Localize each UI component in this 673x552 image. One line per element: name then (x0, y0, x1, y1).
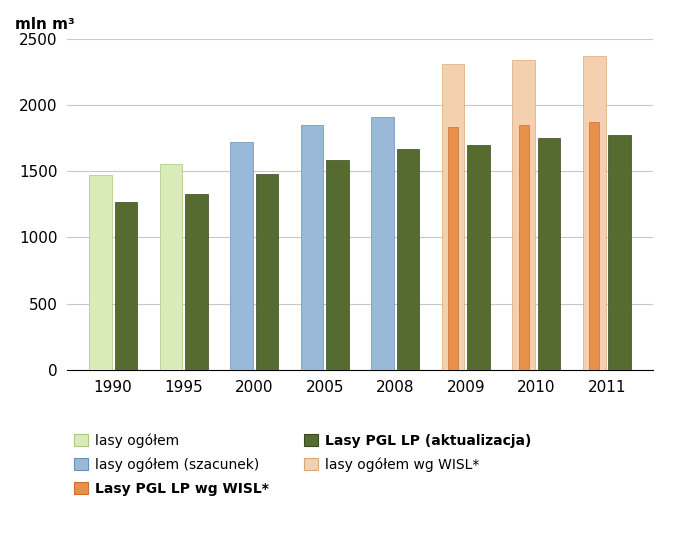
Bar (583, 56, 606, 370)
Bar (230, 142, 253, 370)
Bar (442, 65, 464, 370)
Bar (256, 174, 278, 370)
Bar (397, 149, 419, 370)
Bar (608, 135, 631, 370)
Bar (519, 125, 529, 370)
Bar (301, 125, 323, 370)
Bar (512, 61, 535, 370)
Bar (371, 117, 394, 370)
Bar (114, 201, 137, 370)
Bar (326, 160, 349, 370)
Bar (160, 164, 182, 370)
Bar (448, 128, 458, 370)
Bar (589, 122, 600, 370)
Text: mln m³: mln m³ (15, 17, 74, 32)
Bar (89, 175, 112, 370)
Bar (467, 145, 490, 370)
Legend: lasy ogółem, lasy ogółem (szacunek), Lasy PGL LP wg WISL*, Lasy PGL LP (aktualiz: lasy ogółem, lasy ogółem (szacunek), Las… (74, 433, 531, 496)
Bar (185, 194, 208, 370)
Bar (538, 138, 561, 370)
